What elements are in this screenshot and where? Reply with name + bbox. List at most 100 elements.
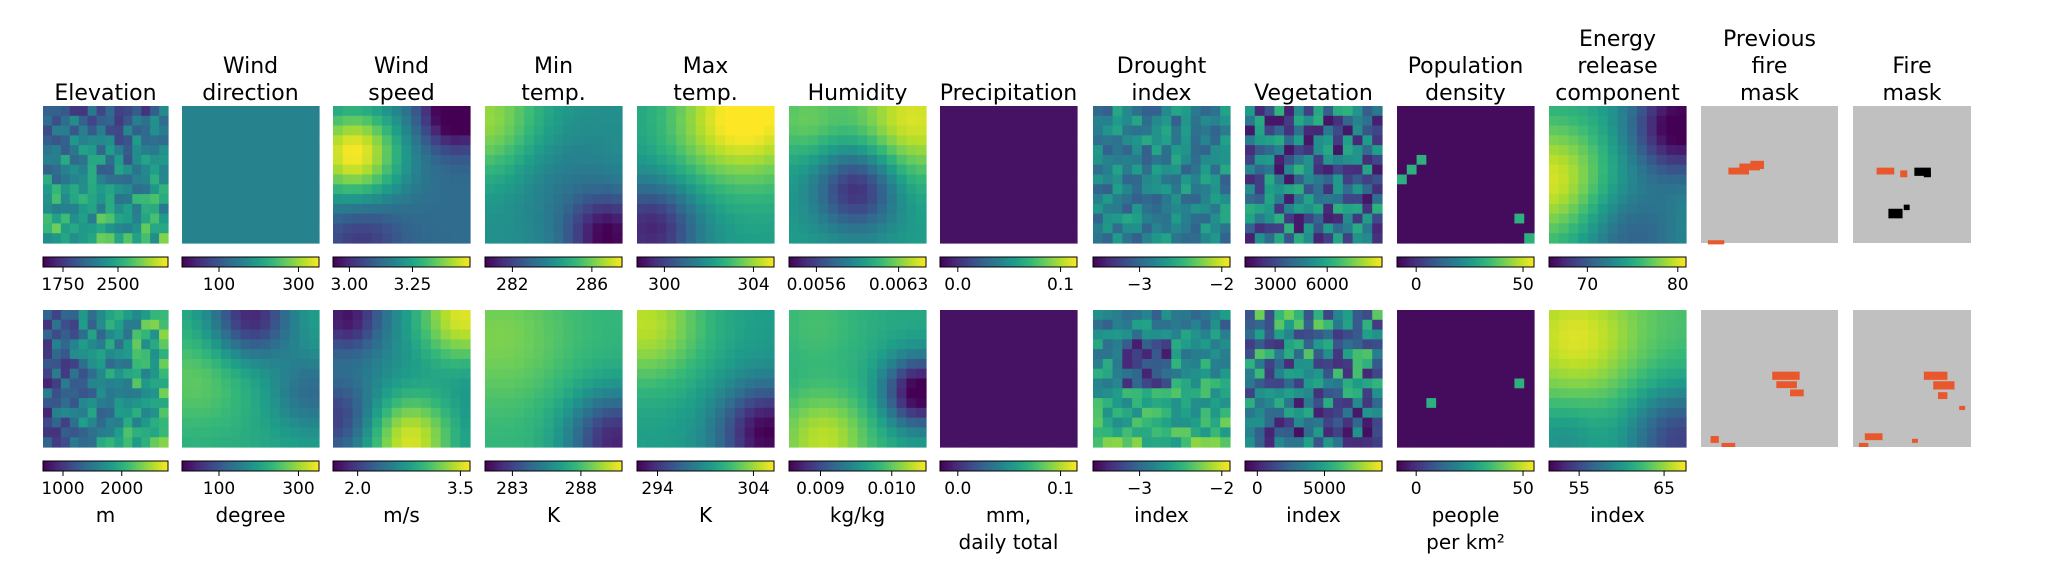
column-title-line: Wind [223, 54, 278, 79]
column-title-line: Wind [374, 54, 429, 79]
colorbar-tick-label: 0.0 [944, 275, 971, 295]
feature-heatmap-panel [1397, 310, 1535, 448]
fire-pixel-cluster [1750, 160, 1765, 170]
unit-label-line: degree [215, 503, 285, 527]
column-title-line: Elevation [54, 81, 156, 106]
fire-mask-panel [1701, 106, 1838, 245]
fire-mask-panel [1701, 310, 1838, 447]
column-title-line: component [1555, 81, 1680, 106]
colorbar-tick-label: 300 [282, 275, 314, 295]
colorbar-tick-label: 0.010 [867, 479, 916, 499]
colorbar-tick-label: 1000 [41, 479, 84, 499]
colorbar: 283 288 [484, 460, 623, 499]
colorbars: 1750 2500 1000 2000 100 300 100 300 3.00 3.25 2.0 3… [41, 256, 1689, 499]
column-title-line: Vegetation [1254, 81, 1373, 106]
feature-heatmap-panel [43, 106, 169, 244]
colorbar-gradient [484, 460, 623, 472]
fire-pixel-cluster [1776, 381, 1797, 389]
colorbar-gradient [788, 460, 927, 472]
column-title-line: temp. [673, 81, 738, 106]
unit-label-line: index [1134, 503, 1189, 527]
feature-heatmap-panel [789, 310, 927, 448]
colorbar-gradient [42, 460, 169, 472]
colorbar: 100 300 [181, 460, 320, 499]
column-title-line: speed [368, 81, 434, 106]
colorbar-tick-label: 3.25 [394, 275, 432, 295]
column-title-line: Fire [1892, 54, 1931, 79]
column-title-line: Energy [1579, 27, 1656, 52]
colorbar-tick-label: 286 [576, 275, 608, 295]
no-data-pixel-cluster [1888, 208, 1903, 219]
feature-heatmap-panel [1245, 310, 1383, 448]
heatmap-panels [43, 106, 1971, 448]
column-title-line: density [1425, 81, 1506, 106]
colorbar-tick-label: 3000 [1254, 275, 1297, 295]
colorbar: 0 5000 [1244, 460, 1383, 499]
unit-label-line: daily total [959, 530, 1059, 554]
colorbar-tick-label: 300 [282, 479, 314, 499]
mask-background [1853, 310, 1971, 447]
colorbar-gradient [939, 256, 1078, 268]
unit-label-line: K [547, 503, 561, 527]
column-title-line: Max [683, 54, 728, 79]
no-data-pixel-cluster [1914, 167, 1931, 176]
fire-pixel-cluster [1710, 436, 1719, 443]
colorbar: 100 300 [181, 256, 320, 295]
colorbar-tick-label: 0.0056 [787, 275, 846, 295]
colorbar-tick-label: 2500 [96, 275, 139, 295]
column-title-line: release [1577, 54, 1657, 79]
colorbar-gradient [1244, 256, 1383, 268]
colorbar: 0.0 0.1 [939, 460, 1078, 499]
feature-heatmap-panel [485, 106, 623, 244]
colorbar-gradient [1396, 460, 1535, 472]
colorbar: 0 50 [1396, 460, 1535, 499]
unit-label-line: kg/kg [830, 503, 885, 527]
unit-label-line: per km² [1426, 530, 1505, 554]
colorbar-gradient [1092, 460, 1231, 472]
colorbar-gradient [636, 460, 775, 472]
mask-background [1853, 106, 1971, 243]
colorbar-tick-label: 100 [203, 479, 235, 499]
feature-heatmap-panel [182, 310, 320, 448]
colorbar: −3 −2 [1092, 256, 1234, 295]
feature-heatmap-panel [43, 310, 169, 448]
colorbar-gradient [332, 256, 471, 268]
fire-pixel-cluster [1790, 389, 1804, 397]
colorbar-tick-label: 2000 [100, 479, 143, 499]
colorbar-gradient [42, 256, 169, 268]
unit-label-line: K [699, 503, 713, 527]
mask-background [1701, 310, 1838, 447]
colorbar-tick-label: 5000 [1303, 479, 1346, 499]
mask-background [1701, 106, 1838, 243]
feature-heatmap-panel [940, 310, 1078, 448]
colorbar: 1000 2000 [41, 460, 169, 499]
column-title-line: Min [534, 54, 573, 79]
column-title-line: Population [1408, 54, 1524, 79]
colorbar-gradient [939, 460, 1078, 472]
feature-heatmap-panel [789, 106, 927, 244]
colorbar: 0.0 0.1 [939, 256, 1078, 295]
feature-heatmap-panel [485, 310, 623, 448]
colorbar: 1750 2500 [41, 256, 169, 295]
colorbar-gradient [1548, 256, 1687, 268]
fire-pixel-cluster [1900, 170, 1908, 178]
colorbar-tick-label: 2.0 [344, 479, 371, 499]
column-title-line: index [1131, 81, 1191, 106]
colorbar-tick-label: 70 [1577, 275, 1599, 295]
colorbar-gradient [1396, 256, 1535, 268]
colorbar-tick-label: 50 [1512, 479, 1534, 499]
colorbar-gradient [1092, 256, 1231, 268]
column-titles: ElevationWinddirectionWindspeedMintemp.M… [54, 27, 1941, 106]
fire-pixel-cluster [1923, 371, 1948, 380]
feature-heatmap-panel [1549, 310, 1687, 448]
column-title-line: Previous [1723, 27, 1816, 52]
colorbar-tick-label: 65 [1653, 479, 1675, 499]
colorbar-gradient [332, 460, 471, 472]
unit-label-line: people [1432, 503, 1500, 527]
colorbar: 0.0056 0.0063 [787, 256, 928, 295]
colorbar-tick-label: 50 [1512, 275, 1534, 295]
unit-label-line: m/s [383, 503, 420, 527]
colorbar: 0.009 0.010 [788, 460, 927, 499]
colorbar: 55 65 [1548, 460, 1687, 499]
